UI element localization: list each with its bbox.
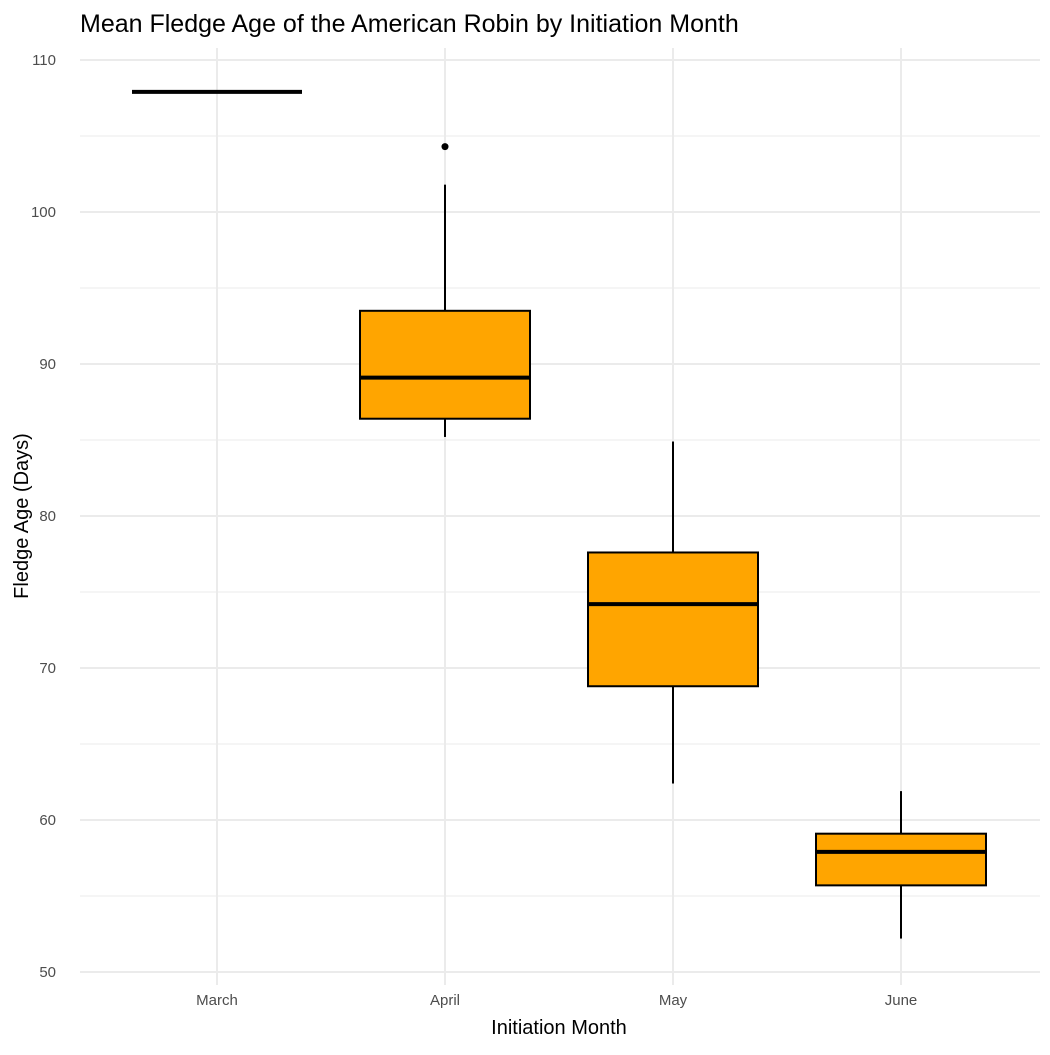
x-tick-label: May <box>659 992 688 1009</box>
box-april <box>359 143 531 437</box>
grid <box>80 48 1040 985</box>
box-iqr <box>359 309 531 420</box>
y-tick-label: 70 <box>39 660 56 677</box>
x-tick-label: June <box>885 992 918 1009</box>
box-iqr <box>587 551 759 688</box>
y-tick-label: 80 <box>39 508 56 525</box>
outlier-point <box>441 143 449 151</box>
y-axis-label: Fledge Age (Days) <box>11 433 33 599</box>
x-tick-label: April <box>430 992 460 1009</box>
x-tick-label: March <box>196 992 238 1009</box>
y-tick-label: 50 <box>39 964 56 981</box>
box-iqr <box>815 832 987 887</box>
boxes <box>132 89 987 939</box>
box-may <box>587 441 759 784</box>
y-axis-ticks: 50 60 70 80 90 100 110 <box>31 52 56 981</box>
y-tick-label: 90 <box>39 356 56 373</box>
y-tick-label: 110 <box>32 52 56 69</box>
y-tick-label: 100 <box>31 204 56 221</box>
box-june <box>815 791 987 939</box>
y-tick-label: 60 <box>39 812 56 829</box>
x-axis-label: Initiation Month <box>491 1017 627 1039</box>
chart-title: Mean Fledge Age of the American Robin by… <box>80 10 739 38</box>
x-axis-ticks: March April May June <box>196 992 917 1009</box>
